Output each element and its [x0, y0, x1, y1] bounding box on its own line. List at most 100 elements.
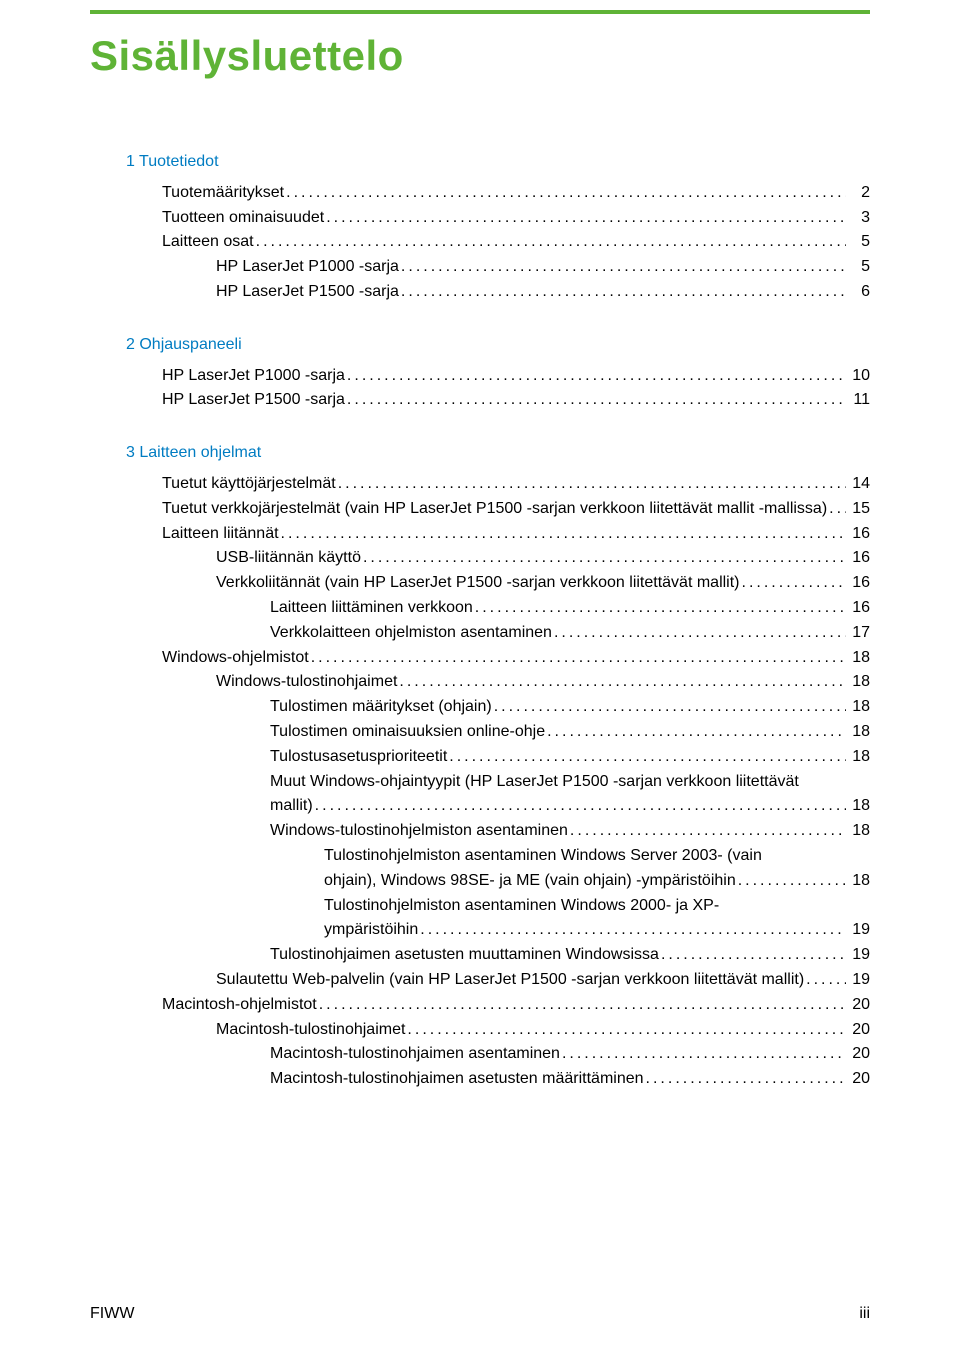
toc-entry[interactable]: Tuotteen ominaisuudet 3	[90, 206, 870, 231]
toc-leader-dots	[560, 1042, 846, 1067]
toc-entry-lastline: mallit) 18	[270, 794, 870, 819]
footer-right: iii	[859, 1305, 870, 1323]
toc-entry-label: ympäristöihin	[324, 918, 418, 943]
toc-page-number: 16	[846, 596, 870, 621]
toc-entry-label: Tulostinohjelmiston asentaminen Windows …	[324, 894, 870, 919]
toc-entry[interactable]: Windows-tulostinohjaimet 18	[90, 670, 870, 695]
toc-entry[interactable]: Laitteen osat 5	[90, 230, 870, 255]
toc-page-number: 6	[846, 280, 870, 305]
toc-page-number: 18	[846, 646, 870, 671]
toc-section: 2 OhjauspaneeliHP LaserJet P1000 -sarja …	[90, 333, 870, 413]
toc-entry-label: Macintosh-tulostinohjaimen asetusten mää…	[270, 1067, 644, 1092]
toc-leader-dots	[804, 968, 846, 993]
page-footer: FIWW iii	[90, 1305, 870, 1323]
toc-entry[interactable]: Macintosh-tulostinohjaimen asentaminen 2…	[90, 1042, 870, 1067]
toc-page-number: 19	[846, 918, 870, 943]
toc-entry-label: Tulostinohjaimen asetusten muuttaminen W…	[270, 943, 659, 968]
toc-entry[interactable]: Muut Windows-ohjaintyypit (HP LaserJet P…	[90, 770, 870, 820]
page: Sisällysluettelo 1 TuotetiedotTuotemääri…	[0, 10, 960, 1349]
toc-page-number: 19	[846, 968, 870, 993]
toc-entry-label: Verkkoliitännät (vain HP LaserJet P1500 …	[216, 571, 740, 596]
toc-entry[interactable]: Tuetut käyttöjärjestelmät 14	[90, 472, 870, 497]
toc-entry-lastline: ohjain), Windows 98SE- ja ME (vain ohjai…	[324, 869, 870, 894]
toc-page-number: 17	[846, 621, 870, 646]
toc-page-number: 20	[846, 1018, 870, 1043]
toc-section: 3 Laitteen ohjelmat Tuetut käyttöjärjeste…	[90, 441, 870, 1092]
toc-leader-dots	[345, 364, 846, 389]
toc-entry[interactable]: USB-liitännän käyttö 16	[90, 546, 870, 571]
toc-entry[interactable]: Laitteen liittäminen verkkoon 16	[90, 596, 870, 621]
toc-leader-dots	[568, 819, 846, 844]
toc-entry-label: Tuotemääritykset	[162, 181, 284, 206]
toc-entry-label: Tulostimen ominaisuuksien online-ohje	[270, 720, 545, 745]
toc-entry[interactable]: Tuotemääritykset 2	[90, 181, 870, 206]
toc-entry-label: Tuotteen ominaisuudet	[162, 206, 324, 231]
toc-entry-label: Windows-ohjelmistot	[162, 646, 309, 671]
toc-entry[interactable]: Sulautettu Web-palvelin (vain HP LaserJe…	[90, 968, 870, 993]
toc-leader-dots	[309, 646, 846, 671]
toc-entry-label: mallit)	[270, 794, 313, 819]
toc-entry[interactable]: Verkkoliitännät (vain HP LaserJet P1500 …	[90, 571, 870, 596]
toc-leader-dots	[552, 621, 846, 646]
toc-leader-dots	[313, 794, 846, 819]
toc-leader-dots	[545, 720, 846, 745]
toc-leader-dots	[284, 181, 846, 206]
toc-entry[interactable]: Laitteen liitännät 16	[90, 522, 870, 547]
toc-entry[interactable]: HP LaserJet P1500 -sarja 11	[90, 388, 870, 413]
toc-page-number: 20	[846, 1042, 870, 1067]
toc-leader-dots	[399, 255, 846, 280]
toc-entry[interactable]: HP LaserJet P1000 -sarja 10	[90, 364, 870, 389]
toc-entry[interactable]: Macintosh-ohjelmistot 20	[90, 993, 870, 1018]
toc-entry-label: Tuetut käyttöjärjestelmät	[162, 472, 336, 497]
toc-leader-dots	[827, 497, 846, 522]
toc-entry[interactable]: HP LaserJet P1500 -sarja 6	[90, 280, 870, 305]
toc-entry-lastline: ympäristöihin 19	[324, 918, 870, 943]
toc-leader-dots	[736, 869, 846, 894]
section-heading: 3 Laitteen ohjelmat	[126, 441, 870, 466]
toc-page-number: 10	[846, 364, 870, 389]
toc-content: 1 Tuotetiedot Tuotemääritykset 2Tuotteen …	[90, 150, 870, 1092]
toc-entry[interactable]: Windows-tulostinohjelmiston asentaminen …	[90, 819, 870, 844]
toc-leader-dots	[345, 388, 846, 413]
toc-leader-dots	[405, 1018, 846, 1043]
toc-leader-dots	[473, 596, 846, 621]
toc-entry[interactable]: Tulostusasetusprioriteetit 18	[90, 745, 870, 770]
toc-entry-label: HP LaserJet P1500 -sarja	[216, 280, 399, 305]
toc-page-number: 19	[846, 943, 870, 968]
toc-page-number: 18	[846, 869, 870, 894]
toc-page-number: 18	[846, 745, 870, 770]
toc-page-number: 16	[846, 571, 870, 596]
toc-entry[interactable]: Tulostimen määritykset (ohjain) 18	[90, 695, 870, 720]
toc-page-number: 15	[846, 497, 870, 522]
toc-entry-label: Windows-tulostinohjaimet	[216, 670, 397, 695]
toc-entry[interactable]: Tulostinohjaimen asetusten muuttaminen W…	[90, 943, 870, 968]
toc-leader-dots	[447, 745, 846, 770]
toc-entry-label: Muut Windows-ohjaintyypit (HP LaserJet P…	[270, 770, 870, 795]
toc-entry[interactable]: Tuetut verkkojärjestelmät (vain HP Laser…	[90, 497, 870, 522]
toc-entry[interactable]: Tulostimen ominaisuuksien online-ohje 18	[90, 720, 870, 745]
toc-page-number: 5	[846, 255, 870, 280]
toc-entry[interactable]: Tulostinohjelmiston asentaminen Windows …	[90, 894, 870, 944]
toc-entry-label: Laitteen liitännät	[162, 522, 279, 547]
toc-entry-label: Tuetut verkkojärjestelmät (vain HP Laser…	[162, 497, 827, 522]
toc-entry[interactable]: Macintosh-tulostinohjaimet 20	[90, 1018, 870, 1043]
toc-entry-label: HP LaserJet P1000 -sarja	[216, 255, 399, 280]
toc-entry-label: HP LaserJet P1500 -sarja	[162, 388, 345, 413]
toc-entry-label: Laitteen liittäminen verkkoon	[270, 596, 473, 621]
toc-entry[interactable]: Tulostinohjelmiston asentaminen Windows …	[90, 844, 870, 894]
toc-leader-dots	[254, 230, 846, 255]
toc-leader-dots	[740, 571, 846, 596]
toc-entry[interactable]: Macintosh-tulostinohjaimen asetusten mää…	[90, 1067, 870, 1092]
toc-entry-label: Tulostinohjelmiston asentaminen Windows …	[324, 844, 870, 869]
toc-entry-label: HP LaserJet P1000 -sarja	[162, 364, 345, 389]
toc-leader-dots	[399, 280, 846, 305]
toc-entry-label: Macintosh-ohjelmistot	[162, 993, 317, 1018]
section-heading: 1 Tuotetiedot	[126, 150, 870, 175]
toc-page-number: 16	[846, 522, 870, 547]
toc-leader-dots	[418, 918, 846, 943]
toc-entry[interactable]: Verkkolaitteen ohjelmiston asentaminen 1…	[90, 621, 870, 646]
toc-entry[interactable]: HP LaserJet P1000 -sarja 5	[90, 255, 870, 280]
toc-entry-label: Macintosh-tulostinohjaimen asentaminen	[270, 1042, 560, 1067]
toc-leader-dots	[317, 993, 846, 1018]
toc-entry[interactable]: Windows-ohjelmistot 18	[90, 646, 870, 671]
